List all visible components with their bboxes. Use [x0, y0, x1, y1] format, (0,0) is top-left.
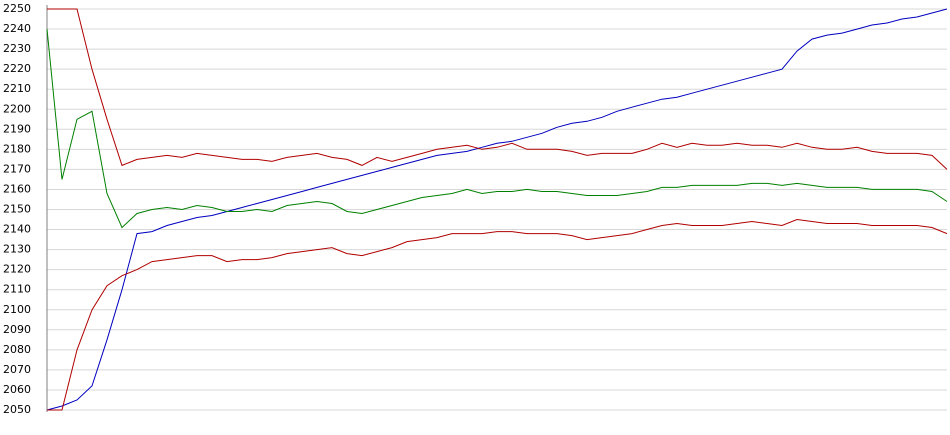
y-tick-label: 2070 — [3, 363, 31, 376]
line-series — [46, 29, 948, 229]
y-tick-label: 2170 — [3, 162, 31, 175]
y-tick-label: 2210 — [3, 82, 31, 95]
y-tick-label: 2230 — [3, 42, 31, 55]
y-tick-label: 2050 — [3, 403, 31, 416]
y-tick-label: 2150 — [3, 203, 31, 216]
y-tick-label: 2060 — [3, 383, 31, 396]
line-series — [47, 218, 948, 411]
y-tick-label: 2220 — [3, 62, 31, 75]
y-tick-label: 2080 — [3, 343, 31, 356]
y-tick-label: 2200 — [3, 102, 31, 115]
line-series — [47, 8, 948, 170]
y-tick-label: 2160 — [3, 182, 31, 195]
line-series — [46, 8, 948, 411]
y-tick-label: 2090 — [3, 323, 31, 336]
y-tick-label: 2120 — [3, 263, 31, 276]
y-tick-label: 2130 — [3, 243, 31, 256]
y-tick-label: 2180 — [3, 142, 31, 155]
y-tick-label: 2190 — [3, 122, 31, 135]
y-tick-label: 2250 — [3, 2, 31, 15]
y-tick-label: 2100 — [3, 303, 31, 316]
y-tick-label: 2240 — [3, 22, 31, 35]
y-tick-label: 2140 — [3, 223, 31, 236]
y-tick-label: 2110 — [3, 283, 31, 296]
